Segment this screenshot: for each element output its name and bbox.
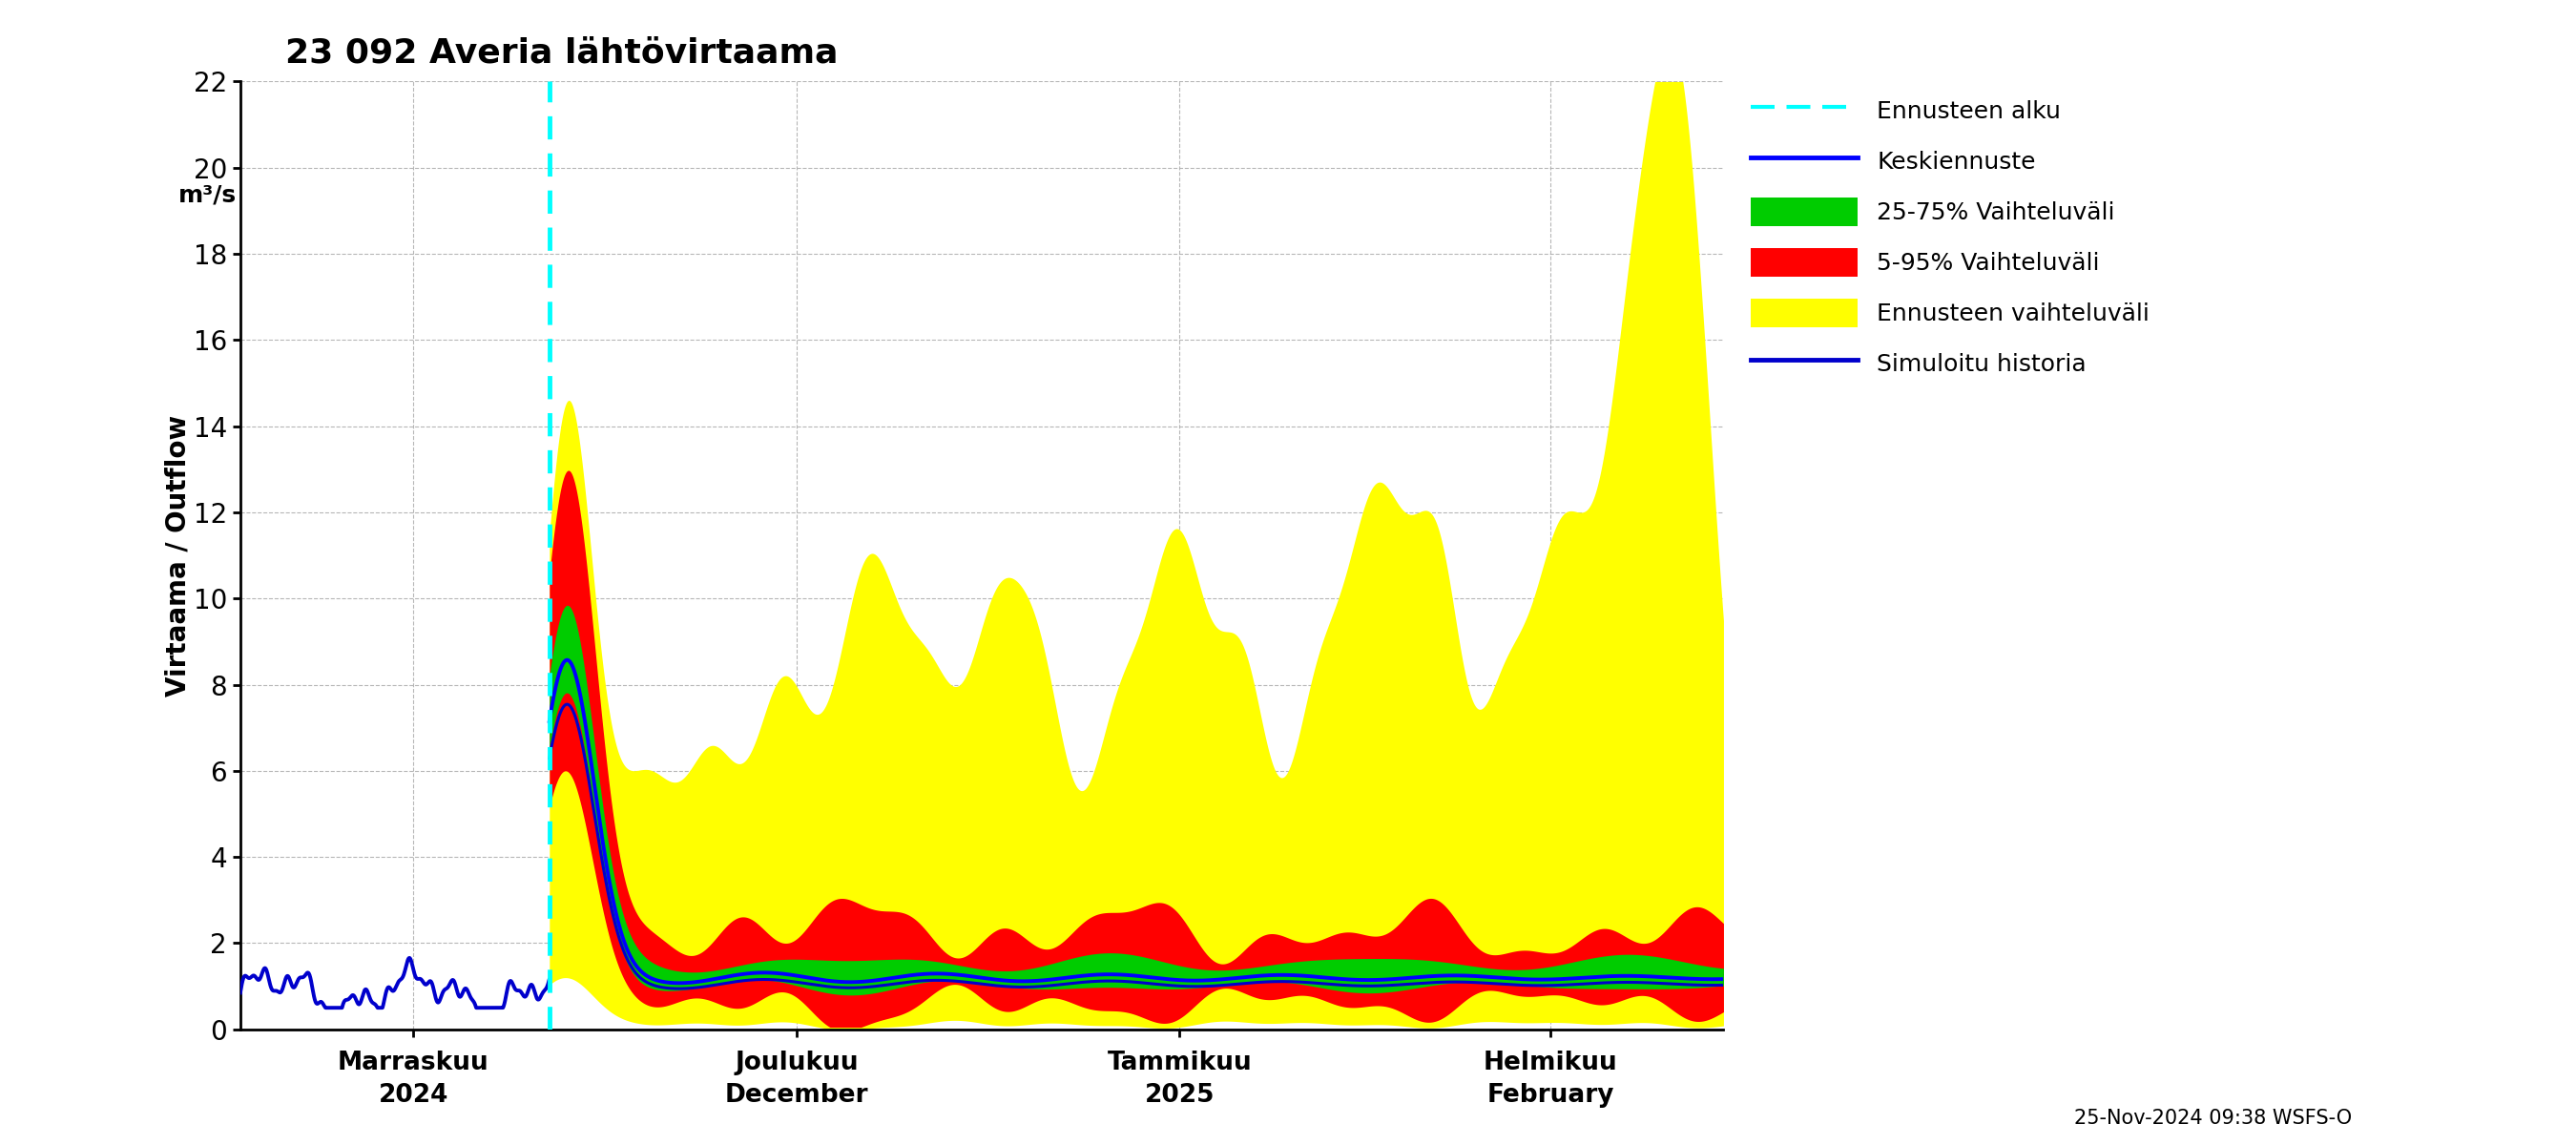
Text: 23 092 Averia lähtövirtaama: 23 092 Averia lähtövirtaama — [286, 37, 837, 70]
Legend: Ennusteen alku, Keskiennuste, 25-75% Vaihteluväli, 5-95% Vaihteluväli, Ennusteen: Ennusteen alku, Keskiennuste, 25-75% Vai… — [1739, 84, 2161, 389]
Text: Virtaama / Outflow: Virtaama / Outflow — [165, 414, 191, 696]
Text: 25-Nov-2024 09:38 WSFS-O: 25-Nov-2024 09:38 WSFS-O — [2074, 1108, 2352, 1128]
Text: m³/s: m³/s — [178, 184, 237, 207]
